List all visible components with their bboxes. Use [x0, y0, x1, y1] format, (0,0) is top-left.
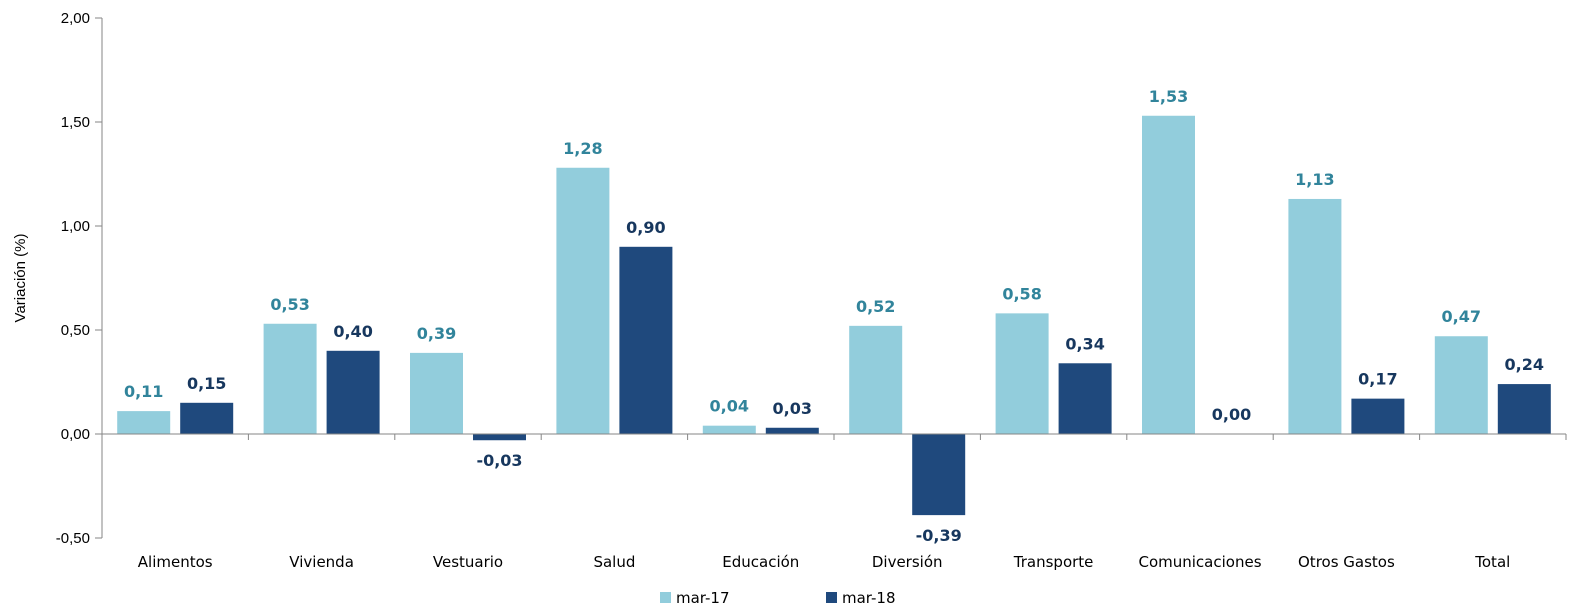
data-label: 0,00: [1212, 405, 1251, 424]
data-label: 0,24: [1505, 355, 1544, 374]
x-tick-label: Diversión: [872, 553, 943, 571]
y-tick-label: 0,00: [61, 426, 90, 443]
legend-swatch: [826, 592, 837, 603]
legend-swatch: [660, 592, 671, 603]
data-labels: 0,11 0,15 0,53 0,40 0,39 -0,03 1,28 0,90 0,04 0,0…: [124, 87, 1544, 545]
bars: [117, 115, 1551, 516]
legend-label: mar-17: [676, 589, 730, 607]
x-tick-label: Transporte: [1013, 553, 1094, 571]
bar-mar-18-diversión: [912, 434, 966, 516]
bar-mar-17-educación: [702, 425, 756, 434]
category-labels: Alimentos Vivienda Vestuario Salud Educación…: [138, 553, 1511, 571]
data-label: 0,17: [1358, 370, 1397, 389]
bar-mar-17-diversión: [849, 325, 903, 434]
bar-mar-18-salud: [619, 246, 673, 434]
y-tick-label: 1,50: [61, 114, 90, 131]
data-label: 0,39: [417, 324, 456, 343]
x-tick-label: Comunicaciones: [1138, 553, 1261, 571]
y-axis: -0,50 0,00 0,50 1,00 1,50 2,00: [56, 10, 103, 547]
y-tick-label: 1,00: [61, 218, 90, 235]
bar-mar-18-educación: [765, 427, 819, 434]
bar-mar-18-vivienda: [326, 350, 380, 434]
y-tick-label: -0,50: [56, 530, 90, 547]
data-label: 0,58: [1002, 284, 1041, 303]
bar-mar-18-vestuario: [473, 434, 526, 441]
bar-mar-17-vivienda: [263, 323, 317, 434]
x-tick-label: Total: [1474, 553, 1510, 571]
legend: mar-17 mar-18: [660, 589, 896, 607]
data-label: 0,04: [710, 397, 749, 416]
bar-mar-17-alimentos: [117, 411, 171, 434]
x-tick-label: Vivienda: [289, 553, 354, 571]
bar-mar-17-vestuario: [410, 352, 463, 434]
y-tick-label: 0,50: [61, 322, 90, 339]
x-tick-label: Educación: [722, 553, 799, 571]
x-axis: [101, 433, 1567, 440]
data-label: 0,52: [856, 297, 895, 316]
data-label: 1,53: [1149, 87, 1188, 106]
x-tick-label: Vestuario: [433, 553, 503, 571]
data-label: 0,15: [187, 374, 226, 393]
data-label: 0,40: [333, 322, 372, 341]
data-label: 1,13: [1295, 170, 1334, 189]
data-label: 0,03: [773, 399, 812, 418]
data-label: 0,47: [1442, 307, 1481, 326]
bar-mar-17-salud: [556, 167, 610, 434]
data-label: 0,53: [270, 295, 309, 314]
bar-mar-17-total: [1434, 336, 1488, 434]
legend-label: mar-18: [842, 589, 896, 607]
data-label: -0,03: [476, 451, 522, 470]
data-label: 0,90: [626, 218, 665, 237]
data-label: -0,39: [916, 526, 962, 545]
bar-mar-18-otros-gastos: [1351, 398, 1405, 434]
y-tick-label: 2,00: [61, 10, 90, 27]
bar-mar-17-transporte: [995, 313, 1049, 434]
data-label: 1,28: [563, 139, 602, 158]
data-label: 0,34: [1065, 334, 1104, 353]
y-axis-title: Variación (%): [12, 234, 29, 323]
x-tick-label: Alimentos: [138, 553, 213, 571]
x-tick-label: Otros Gastos: [1298, 553, 1395, 571]
bar-mar-17-comunicaciones: [1142, 115, 1195, 434]
bar-mar-18-alimentos: [180, 402, 234, 434]
bar-mar-17-otros-gastos: [1288, 198, 1342, 434]
bar-mar-18-total: [1497, 384, 1551, 434]
bar-mar-18-transporte: [1058, 363, 1112, 434]
x-tick-label: Salud: [593, 553, 635, 571]
data-label: 0,11: [124, 382, 163, 401]
